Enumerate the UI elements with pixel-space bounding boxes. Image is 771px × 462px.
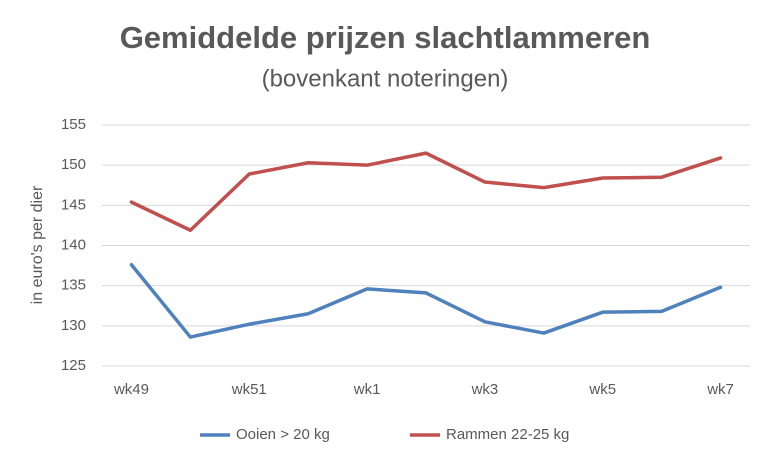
y-tick-label: 145: [61, 196, 86, 213]
line-series: [129, 151, 723, 232]
y-tick-label: 125: [61, 357, 86, 374]
y-tick-label: 155: [61, 116, 86, 133]
legend-label: Rammen 22-25 kg: [446, 426, 569, 443]
y-tick-label: 130: [61, 317, 86, 334]
y-tick-label: 140: [61, 236, 86, 253]
y-axis-label: in euro's per dier: [29, 185, 46, 304]
chart-subtitle: (bovenkant noteringen): [262, 65, 509, 92]
y-tick-label: 150: [61, 156, 86, 173]
legend-label: Ooien > 20 kg: [236, 426, 330, 443]
x-tick-label: wk7: [706, 381, 734, 398]
x-tick-label: wk51: [231, 381, 267, 398]
line-series: [129, 263, 723, 339]
x-tick-label: wk5: [588, 381, 616, 398]
x-tick-label: wk3: [471, 381, 499, 398]
x-tick-label: wk1: [353, 381, 381, 398]
x-tick-label: wk49: [113, 381, 149, 398]
chart-title: Gemiddelde prijzen slachtlammeren: [120, 20, 651, 55]
y-tick-label: 135: [61, 277, 86, 294]
